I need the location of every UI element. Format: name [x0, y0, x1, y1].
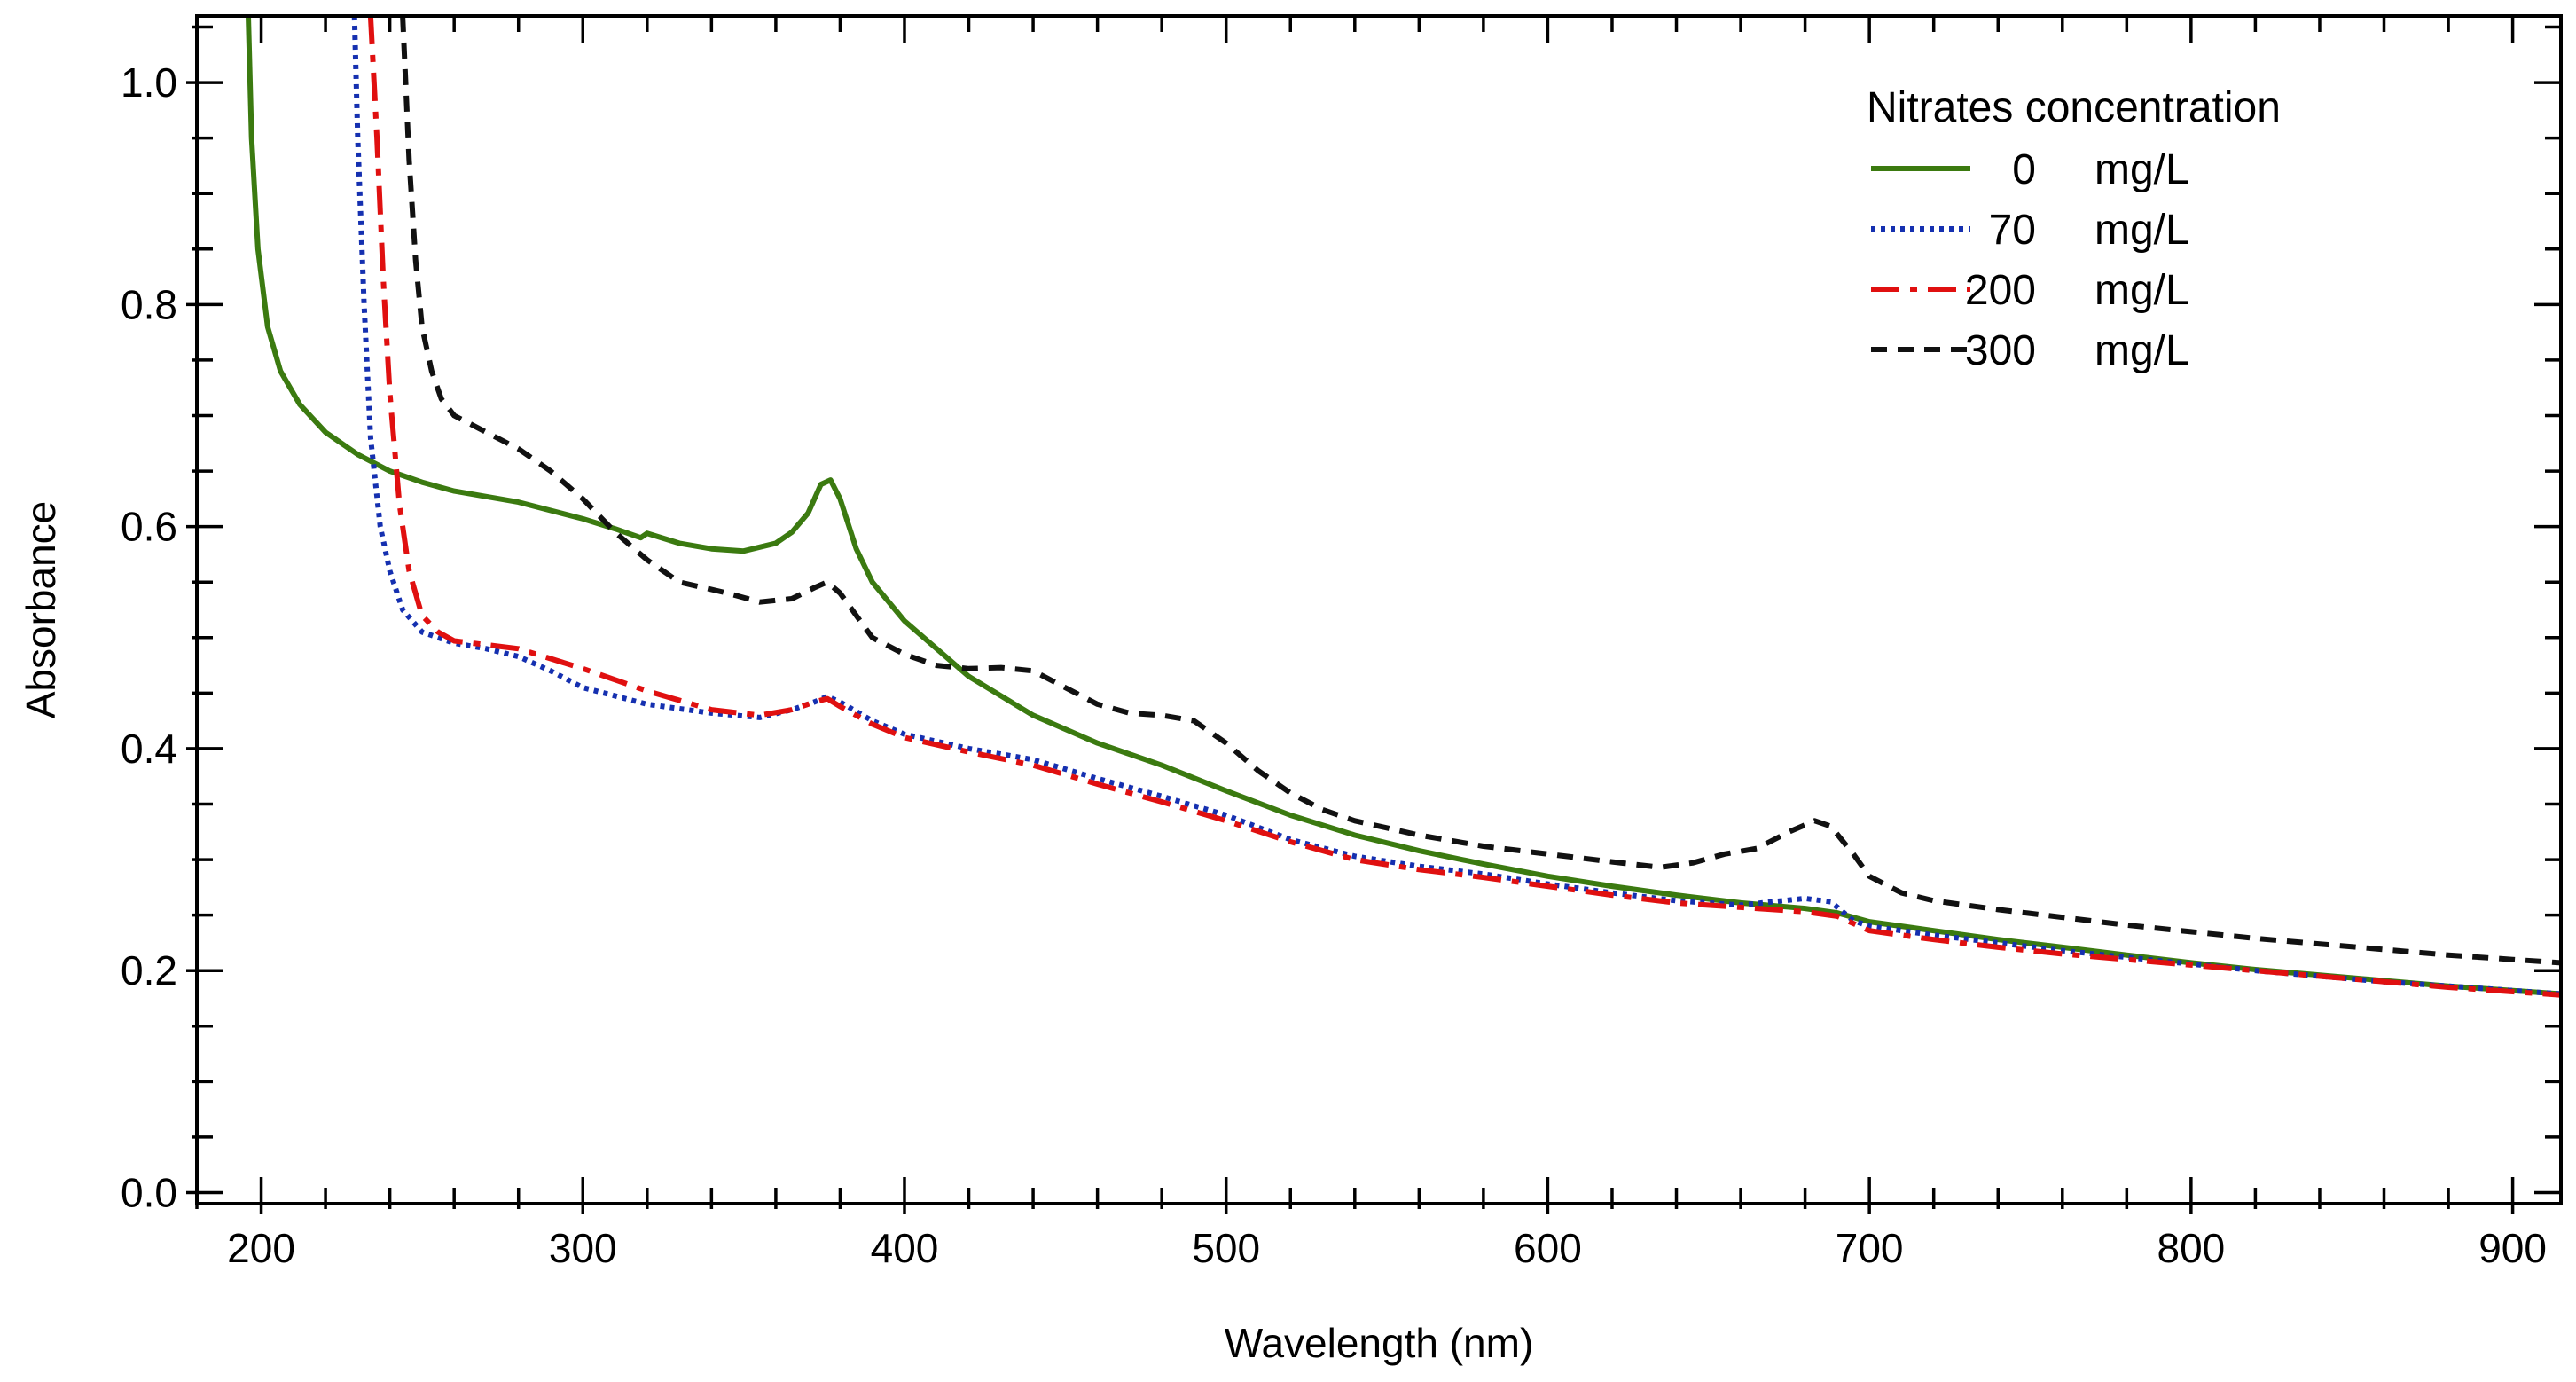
y-tick-label: 0.8	[121, 281, 177, 327]
x-tick-label: 200	[227, 1225, 295, 1271]
series-line-70-mg-l	[351, 16, 2561, 997]
legend-unit-300: mg/L	[2094, 327, 2189, 374]
x-tick-label: 900	[2478, 1225, 2547, 1271]
y-tick-label: 1.0	[121, 59, 177, 106]
legend-value-300: 300	[1965, 327, 2036, 374]
legend-unit-200: mg/L	[2094, 267, 2189, 314]
y-axis-title: Absorbance	[18, 501, 64, 719]
legend-value-0: 0	[2012, 146, 2036, 193]
y-tick-label: 0.4	[121, 726, 177, 772]
x-tick-label: 500	[1192, 1225, 1260, 1271]
axes-layer: 200 300 400 500 600 700 800 9000.00.20.40.60.81…	[121, 14, 2563, 1271]
y-tick-label: 0.0	[121, 1169, 177, 1215]
series-layer	[246, 16, 2561, 998]
plot-frame	[195, 14, 2563, 1205]
series-line-200-mg-l	[367, 16, 2561, 998]
series-line-300-mg-l	[400, 16, 2561, 966]
series-line-0-mg-l	[246, 16, 2561, 997]
y-tick-label: 0.2	[121, 947, 177, 993]
x-tick-label: 800	[2157, 1225, 2225, 1271]
x-tick-label: 700	[1836, 1225, 1904, 1271]
y-tick-label: 0.6	[121, 504, 177, 550]
legend-value-200: 200	[1965, 267, 2036, 314]
x-tick-label: 400	[871, 1225, 939, 1271]
legend-unit-70: mg/L	[2094, 207, 2189, 254]
legend-value-70: 70	[1989, 207, 2036, 254]
legend-title: Nitrates concentration	[1867, 84, 2281, 131]
x-tick-label: 600	[1514, 1225, 1582, 1271]
legend-unit-0: mg/L	[2094, 146, 2189, 193]
legend: Nitrates concentration 0 mg/L 70 mg/L 200 mg/…	[1867, 84, 2281, 374]
x-tick-label: 300	[549, 1225, 617, 1271]
x-axis-title: Wavelength (nm)	[1225, 1320, 1534, 1366]
